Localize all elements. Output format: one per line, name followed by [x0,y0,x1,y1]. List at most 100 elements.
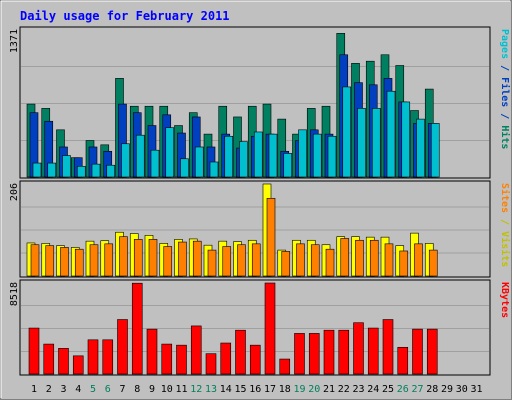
x-label-day-19: 19 [293,384,305,395]
x-label-day-8: 8 [134,384,140,395]
bar-pages-day-12 [194,146,204,178]
bar-kbytes-day-8 [131,282,143,375]
bar-kbytes-day-5 [87,339,99,375]
x-label-day-17: 17 [264,384,276,395]
bar-kbytes-day-10 [161,343,173,375]
bar-sites-day-19 [296,243,305,277]
bar-kbytes-day-2 [43,343,55,375]
x-label-day-27: 27 [411,384,423,395]
bar-pages-day-13 [209,161,219,178]
x-label-day-10: 10 [161,384,173,395]
max-label-kbytes: 8518 [9,282,20,306]
bar-kbytes-day-15 [235,329,246,375]
bar-kbytes-day-28 [426,328,438,375]
bar-pages-day-19 [298,129,307,178]
bar-sites-day-9 [148,239,158,277]
x-label-day-2: 2 [46,384,52,395]
bar-sites-day-22 [340,238,350,277]
max-label-visits-sites: 206 [9,183,20,201]
bar-kbytes-day-14 [220,342,232,375]
x-label-day-30: 30 [456,384,468,395]
bar-sites-day-20 [310,244,320,277]
bar-sites-day-27 [414,243,423,277]
bar-pages-day-4 [76,165,86,178]
bar-sites-day-28 [428,249,438,277]
bar-pages-day-27 [416,118,425,178]
bar-kbytes-day-3 [58,348,69,375]
side-label-kbytes: KBytes [499,282,510,318]
x-label-day-1: 1 [31,384,37,395]
bar-pages-day-15 [239,141,248,178]
bar-kbytes-day-4 [72,355,84,375]
bar-kbytes-day-18 [279,358,291,375]
x-label-day-31: 31 [470,384,482,395]
x-label-day-14: 14 [220,384,232,395]
bar-pages-day-6 [106,164,116,178]
bar-pages-day-23 [357,108,366,178]
bar-pages-day-5 [91,163,101,178]
bar-pages-day-18 [283,153,293,178]
chart-panels [19,26,491,376]
bar-sites-day-17 [266,197,276,277]
bar-kbytes-day-16 [249,344,261,375]
panel-hits-files-pages [19,26,491,179]
x-label-day-15: 15 [234,384,246,395]
x-label-day-24: 24 [367,384,379,395]
x-label-day-25: 25 [382,384,394,395]
bar-pages-day-14 [224,135,234,178]
bar-sites-day-26 [399,250,409,277]
bar-kbytes-day-6 [102,339,114,375]
x-label-day-7: 7 [119,384,125,395]
side-labels: Pages / Files / Hits Sites / Visits KBytes [499,29,511,318]
x-label-day-9: 9 [149,384,155,395]
side-label-hits-files-pages: Pages / Files / Hits [499,29,511,149]
bar-kbytes-day-23 [353,322,364,375]
x-label-day-13: 13 [205,384,217,395]
bar-sites-day-4 [74,248,84,277]
x-label-day-20: 20 [308,384,320,395]
bar-pages-day-26 [401,101,411,178]
bar-kbytes-day-9 [146,328,158,375]
chart-title: Daily usage for February 2011 [20,9,230,23]
bar-pages-day-1 [32,162,42,178]
x-label-day-21: 21 [323,384,335,395]
bar-sites-day-8 [133,239,143,277]
max-labels: 1371 206 8518 [9,29,20,306]
bar-sites-day-16 [251,243,261,277]
bar-kbytes-day-24 [367,327,379,375]
x-label-day-5: 5 [90,384,96,395]
bar-sites-day-21 [325,248,335,277]
bar-kbytes-day-17 [264,282,276,375]
bar-sites-day-13 [207,249,217,277]
bar-pages-day-11 [180,158,189,178]
x-label-day-6: 6 [105,384,111,395]
bar-kbytes-day-22 [338,329,350,375]
bar-pages-day-20 [312,133,322,178]
series-pages [32,86,440,178]
x-label-day-23: 23 [352,384,364,395]
bar-kbytes-day-13 [205,353,217,375]
bar-pages-day-9 [150,149,160,178]
bar-pages-day-21 [327,135,337,178]
bar-sites-day-12 [192,240,202,277]
x-label-day-22: 22 [338,384,350,395]
bar-pages-day-3 [62,155,71,178]
bar-pages-day-25 [386,90,396,178]
bar-sites-day-2 [45,245,55,277]
x-label-day-26: 26 [397,384,409,395]
bar-pages-day-2 [47,162,57,178]
bar-sites-day-7 [119,236,128,277]
bar-kbytes-day-27 [412,328,423,375]
x-label-day-3: 3 [60,384,66,395]
bar-pages-day-17 [268,133,278,178]
bar-sites-day-5 [89,244,99,277]
bar-kbytes-day-19 [294,333,305,375]
x-label-day-12: 12 [190,384,202,395]
bar-pages-day-7 [121,143,130,178]
bar-kbytes-day-25 [382,319,394,375]
bar-pages-day-24 [371,108,381,178]
bar-sites-day-14 [222,246,232,277]
x-label-day-16: 16 [249,384,261,395]
panel-visits-sites [19,180,491,278]
